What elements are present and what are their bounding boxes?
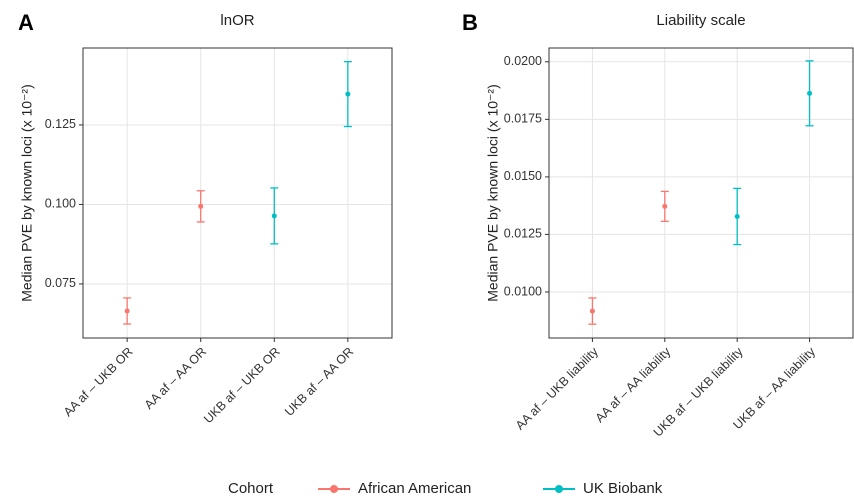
y-tick-label: 0.0200	[504, 54, 542, 68]
plot-border	[82, 47, 393, 339]
point	[734, 213, 740, 219]
point	[807, 90, 813, 96]
y-tick-label: 0.0100	[504, 284, 542, 298]
point	[198, 203, 204, 209]
legend-marker	[555, 485, 563, 493]
legend-label: African American	[358, 480, 471, 497]
y-axis-title: Median PVE by known loci (x 10⁻²)	[485, 84, 501, 301]
x-tick-label: AA af – UKB OR	[61, 345, 136, 420]
point	[662, 203, 668, 209]
point	[271, 213, 277, 219]
y-tick-label: 0.0175	[504, 112, 542, 126]
y-tick-label: 0.075	[45, 276, 76, 290]
panel-label: A	[18, 10, 34, 35]
x-tick-label: AA af – AA OR	[142, 345, 209, 412]
chart-title: Liability scale	[656, 12, 745, 29]
y-tick-label: 0.125	[45, 117, 76, 131]
x-tick-label: UKB af – AA OR	[282, 345, 356, 419]
y-tick-label: 0.0150	[504, 169, 542, 183]
plot-border	[548, 47, 854, 339]
point	[589, 308, 595, 314]
legend-marker	[330, 485, 338, 493]
plot-background	[549, 48, 853, 338]
y-axis-title: Median PVE by known loci (x 10⁻²)	[19, 84, 35, 301]
x-tick-label: UKB af – AA liability	[730, 344, 818, 432]
legend-title: Cohort	[228, 480, 274, 497]
y-tick-label: 0.0125	[504, 227, 542, 241]
chart-title: lnOR	[220, 12, 254, 29]
y-tick-label: 0.100	[45, 197, 76, 211]
x-tick-label: AA af – AA liability	[593, 344, 674, 425]
legend-label: UK Biobank	[583, 480, 663, 497]
x-tick-label: UKB af – UKB OR	[201, 345, 283, 427]
point	[124, 308, 130, 314]
x-tick-label: AA af – UKB liability	[513, 344, 602, 433]
plot-background	[83, 48, 392, 338]
panel-label: B	[462, 10, 478, 35]
point	[345, 91, 351, 97]
